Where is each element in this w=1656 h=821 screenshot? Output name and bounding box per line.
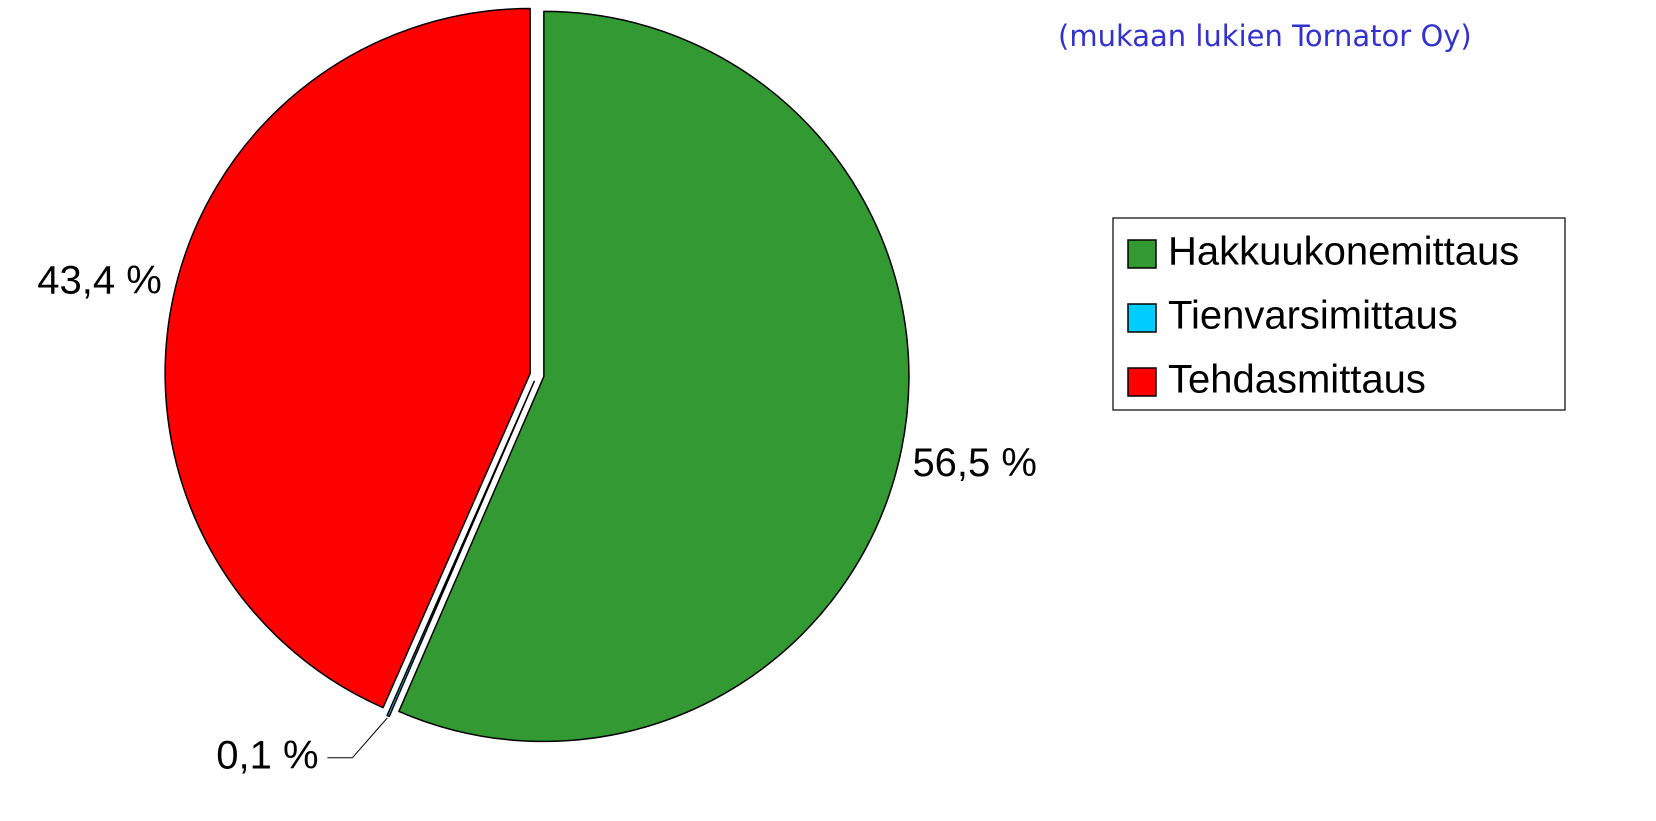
data-label: 0,1 %	[216, 733, 318, 777]
leader-line	[327, 717, 388, 759]
pie-slice	[398, 10, 910, 743]
pie-slice	[386, 380, 535, 718]
legend-box	[1112, 217, 1566, 411]
legend-label: Hakkuukonemittaus	[1168, 230, 1519, 274]
data-label: 56,5 %	[912, 441, 1037, 485]
legend-swatch	[1127, 367, 1157, 397]
legend-label: Tehdasmittaus	[1168, 358, 1426, 402]
legend-swatch	[1127, 239, 1157, 269]
pie-slice	[164, 7, 531, 709]
legend-swatch	[1127, 303, 1157, 333]
chart-subtitle: (mukaan lukien Tornator Oy)	[1058, 19, 1472, 53]
data-label: 43,4 %	[37, 259, 162, 303]
legend-label: Tienvarsimittaus	[1168, 294, 1458, 338]
